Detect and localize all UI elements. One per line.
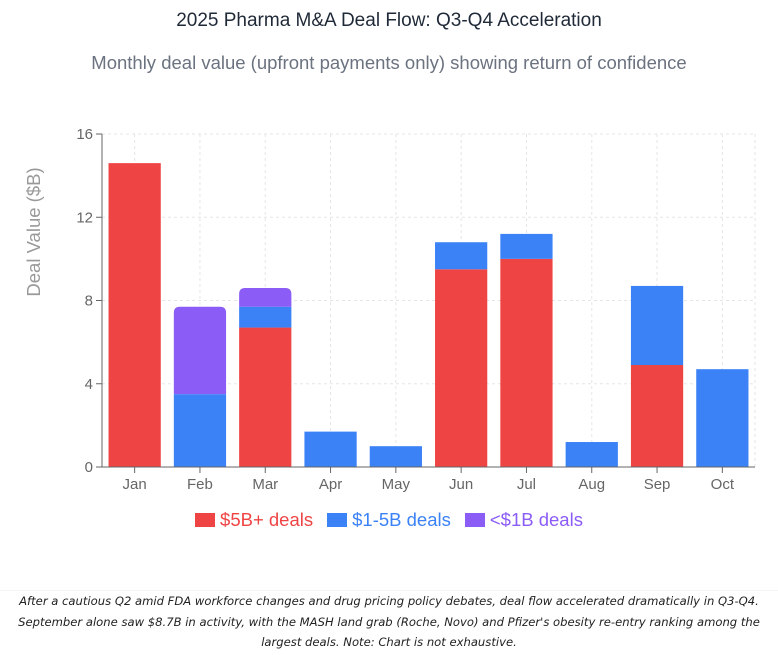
x-axis-ticks: Jan Feb Mar Apr May Jun Jul Aug Sep Oct — [123, 467, 735, 493]
footer-text: After a cautious Q2 amid FDA workforce c… — [18, 594, 760, 649]
legend-swatch-red — [195, 513, 216, 527]
y-axis-title: Deal Value ($B) — [23, 167, 44, 296]
y-tick-label: 12 — [76, 209, 93, 226]
legend-label: <$1B deals — [489, 509, 583, 530]
y-tick-label: 4 — [85, 376, 93, 393]
chart-subtitle: Monthly deal value (upfront payments onl… — [91, 52, 687, 73]
y-tick-label: 8 — [85, 293, 93, 310]
chart-title: 2025 Pharma M&A Deal Flow: Q3-Q4 Acceler… — [176, 10, 602, 31]
x-tick-label: Jan — [123, 476, 147, 493]
x-tick-label: Jul — [517, 476, 536, 493]
y-axis-ticks: 0 4 8 12 16 — [76, 126, 102, 476]
bar-sep-1-5b — [630, 285, 684, 366]
bar-apr-1-5b — [304, 431, 357, 467]
x-tick-label: Apr — [319, 476, 342, 493]
legend-swatch-blue — [327, 513, 348, 527]
bar-mar-5b-plus — [239, 327, 292, 467]
stacked-bar-chart: 0 4 8 12 16 Jan Feb Mar Apr May Jun Jul Aug Sep Oct D… — [23, 126, 756, 493]
bar-oct-1-5b — [696, 369, 749, 467]
x-tick-label: May — [382, 476, 411, 493]
bar-sep-5b-plus — [630, 365, 684, 467]
bar-jun-5b-plus — [435, 269, 488, 467]
legend-label: $5B+ deals — [220, 509, 314, 530]
bars — [108, 163, 749, 467]
bar-feb-1-5b — [173, 394, 227, 467]
legend-swatch-purple — [464, 513, 485, 527]
x-tick-label: Oct — [711, 476, 735, 493]
x-tick-label: Sep — [644, 476, 671, 493]
legend-label: $1-5B deals — [352, 509, 451, 530]
bar-feb-under-1b — [173, 306, 227, 395]
bar-jun-1-5b — [435, 242, 488, 270]
y-tick-label: 16 — [76, 126, 93, 143]
bar-may-1-5b — [369, 446, 422, 467]
legend-item-5b-plus[interactable]: $5B+ deals — [195, 509, 313, 531]
x-tick-label: Feb — [187, 476, 213, 493]
x-tick-label: Jun — [449, 476, 473, 493]
bar-mar-under-1b — [239, 288, 292, 307]
footer-divider — [0, 590, 778, 591]
x-tick-label: Aug — [578, 476, 605, 493]
y-tick-label: 0 — [85, 459, 93, 476]
bar-jan-5b-plus — [108, 163, 161, 467]
bar-mar-1-5b — [239, 306, 292, 328]
legend-item-1-5b[interactable]: $1-5B deals — [327, 509, 451, 531]
bar-jul-5b-plus — [500, 258, 553, 467]
legend: $5B+ deals $1-5B deals <$1B deals — [0, 509, 778, 531]
footer-note: After a cautious Q2 amid FDA workforce c… — [0, 591, 778, 653]
x-tick-label: Mar — [252, 476, 278, 493]
bar-aug-1-5b — [565, 442, 618, 467]
bar-jul-1-5b — [500, 233, 553, 259]
legend-item-under-1b[interactable]: <$1B deals — [464, 509, 583, 531]
